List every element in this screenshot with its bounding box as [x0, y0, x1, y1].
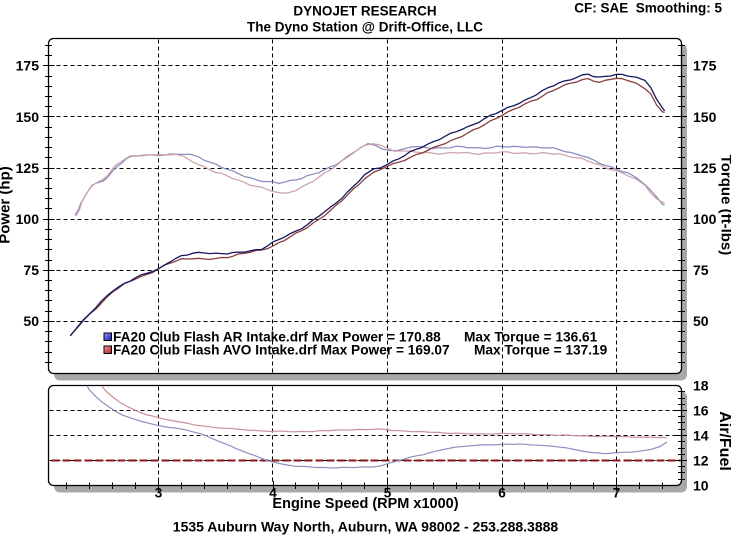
svg-text:5: 5 — [384, 486, 392, 501]
svg-text:125: 125 — [16, 160, 40, 176]
svg-text:Power (hp): Power (hp) — [0, 166, 14, 244]
svg-text:Engine Speed (RPM x1000): Engine Speed (RPM x1000) — [272, 496, 458, 512]
svg-text:75: 75 — [693, 262, 709, 278]
svg-text:50: 50 — [23, 313, 39, 329]
svg-text:Air/Fuel: Air/Fuel — [716, 411, 731, 471]
svg-text:1535 Auburn Way North, Auburn,: 1535 Auburn Way North, Auburn, WA 98002 … — [173, 519, 559, 535]
svg-text:Torque (ft-lbs): Torque (ft-lbs) — [718, 155, 731, 256]
svg-text:DYNOJET RESEARCH: DYNOJET RESEARCH — [293, 4, 436, 19]
svg-text:3: 3 — [155, 486, 163, 501]
svg-text:18: 18 — [693, 377, 709, 393]
svg-text:75: 75 — [23, 262, 39, 278]
svg-text:16: 16 — [693, 402, 709, 418]
svg-text:Max Torque = 137.19: Max Torque = 137.19 — [474, 343, 608, 358]
svg-text:150: 150 — [693, 109, 717, 125]
svg-text:100: 100 — [16, 211, 40, 227]
svg-text:6: 6 — [498, 486, 506, 501]
svg-text:7: 7 — [613, 486, 621, 501]
svg-text:14: 14 — [693, 427, 709, 443]
svg-text:125: 125 — [693, 160, 717, 176]
svg-text:175: 175 — [693, 58, 717, 74]
svg-text:150: 150 — [16, 109, 40, 125]
svg-text:CF: SAE Smoothing: 5: CF: SAE Smoothing: 5 — [574, 1, 722, 16]
svg-text:50: 50 — [693, 313, 709, 329]
svg-text:The Dyno Station @ Drift-Offic: The Dyno Station @ Drift-Office, LLC — [247, 20, 483, 35]
svg-text:12: 12 — [693, 452, 709, 468]
svg-text:4: 4 — [269, 486, 277, 501]
svg-text:FA20 Club Flash AVO Intake.drf: FA20 Club Flash AVO Intake.drf Max Power… — [113, 343, 450, 358]
svg-text:175: 175 — [16, 58, 40, 74]
svg-text:10: 10 — [693, 477, 709, 493]
svg-text:100: 100 — [693, 211, 717, 227]
